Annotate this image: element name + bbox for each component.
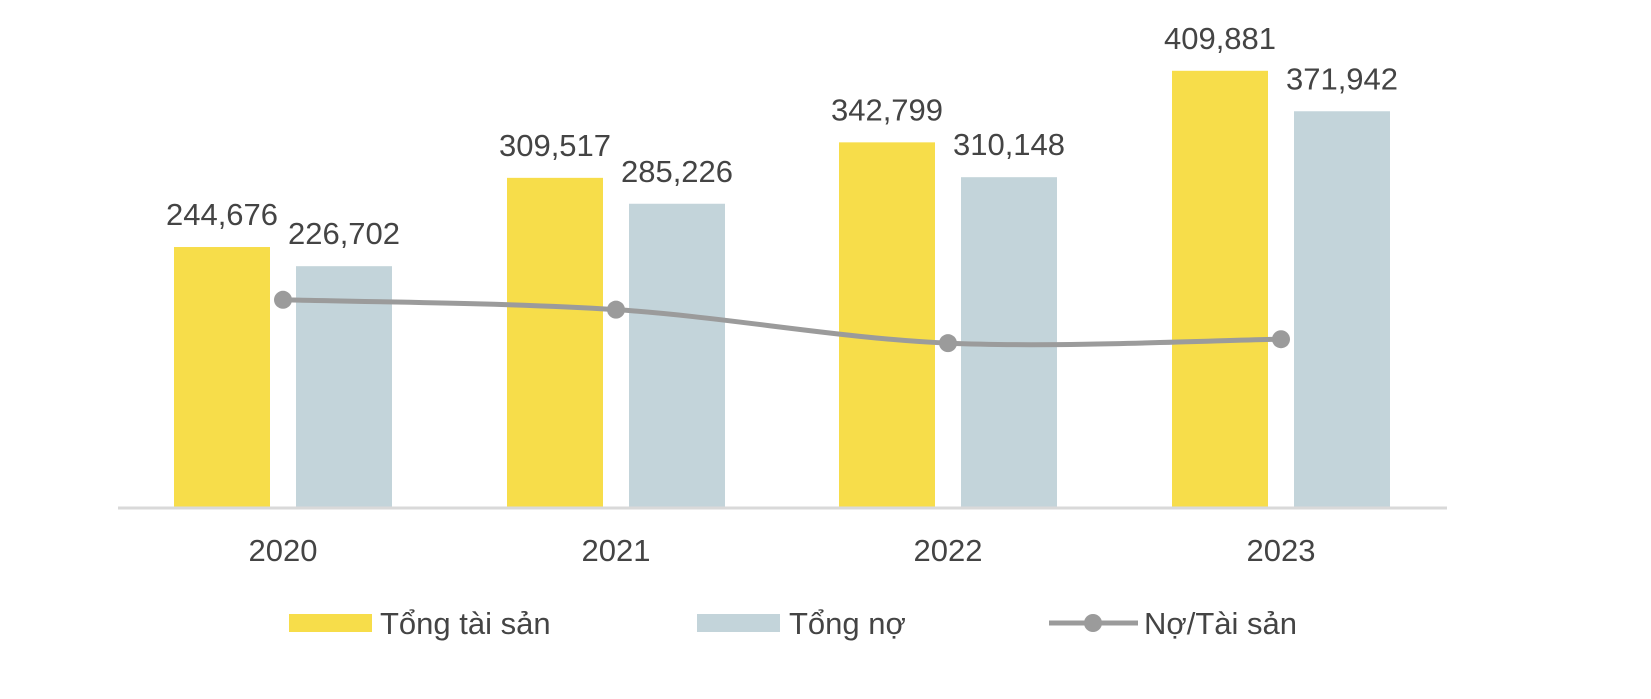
- value-label-total-liabilities-2021: 285,226: [621, 154, 733, 189]
- value-label-total-assets-2022: 342,799: [831, 92, 943, 127]
- x-tick-label-2022: 2022: [914, 533, 983, 568]
- ratio-point-2020: [274, 290, 292, 309]
- legend-marker-debt-ratio: [1084, 614, 1102, 632]
- value-label-total-liabilities-2020: 226,702: [288, 216, 400, 251]
- bar-total-assets-2022: [839, 142, 935, 509]
- bar-total-liabilities-2023: [1294, 111, 1390, 508]
- legend: Tổng tài sản Tổng nợ Nợ/Tài sản: [289, 606, 1297, 641]
- ratio-point-2022: [939, 334, 957, 353]
- value-labels-layer: 244,676 226,702 309,517 285,226 342,799 310,1…: [166, 21, 1398, 251]
- bar-total-assets-2020: [174, 247, 270, 508]
- bar-total-assets-2023: [1172, 70, 1268, 508]
- x-tick-label-2020: 2020: [249, 533, 318, 568]
- value-label-total-assets-2023: 409,881: [1164, 21, 1276, 56]
- x-tick-labels-layer: 2020 2021 2022 2023: [249, 533, 1316, 568]
- ratio-point-2023: [1272, 330, 1290, 349]
- bar-total-assets-2021: [507, 177, 603, 509]
- legend-swatch-total-assets: [289, 614, 372, 632]
- value-label-total-assets-2020: 244,676: [166, 197, 278, 232]
- ratio-line-path: [282, 297, 1282, 348]
- legend-label-total-assets: Tổng tài sản: [380, 606, 551, 641]
- bars-layer: [174, 70, 1390, 509]
- x-tick-label-2021: 2021: [582, 533, 651, 568]
- value-label-total-assets-2021: 309,517: [499, 128, 611, 163]
- value-label-total-liabilities-2023: 371,942: [1286, 61, 1398, 96]
- ratio-line-layer: [274, 290, 1290, 353]
- bar-total-liabilities-2021: [629, 203, 725, 509]
- bar-total-liabilities-2020: [296, 266, 392, 508]
- legend-label-debt-ratio: Nợ/Tài sản: [1144, 606, 1297, 641]
- value-label-total-liabilities-2022: 310,148: [953, 127, 1065, 162]
- ratio-point-2021: [607, 300, 625, 319]
- x-tick-label-2023: 2023: [1247, 533, 1316, 568]
- legend-swatch-total-liabilities: [697, 614, 780, 632]
- legend-label-total-liabilities: Tổng nợ: [789, 606, 906, 641]
